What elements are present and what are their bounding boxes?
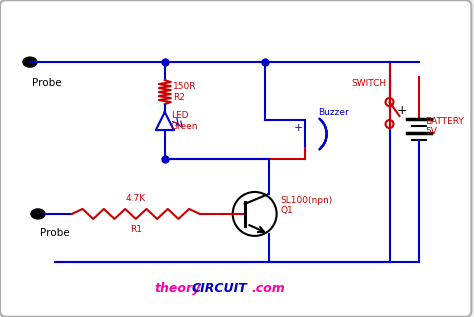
Text: +: + — [396, 104, 407, 117]
Text: SL100(npn)
Q1: SL100(npn) Q1 — [281, 196, 333, 215]
Text: SWITCH: SWITCH — [352, 79, 387, 88]
Text: theory: theory — [155, 282, 201, 295]
Text: LED
Green: LED Green — [171, 111, 198, 131]
Circle shape — [385, 120, 393, 128]
Text: CIRCUIT: CIRCUIT — [192, 282, 247, 295]
Text: .com: .com — [252, 282, 285, 295]
Text: BATTERY
5V: BATTERY 5V — [426, 117, 464, 136]
Text: +: + — [294, 123, 303, 133]
Circle shape — [385, 98, 393, 106]
Ellipse shape — [23, 57, 37, 67]
Ellipse shape — [31, 209, 45, 219]
Text: Probe: Probe — [40, 228, 70, 238]
Text: Probe: Probe — [32, 78, 62, 88]
Text: Buzzer: Buzzer — [319, 108, 349, 117]
Circle shape — [233, 192, 277, 236]
Text: 150R
R2: 150R R2 — [173, 82, 196, 102]
Text: R1: R1 — [130, 225, 142, 234]
Text: 4.7K: 4.7K — [126, 194, 146, 203]
